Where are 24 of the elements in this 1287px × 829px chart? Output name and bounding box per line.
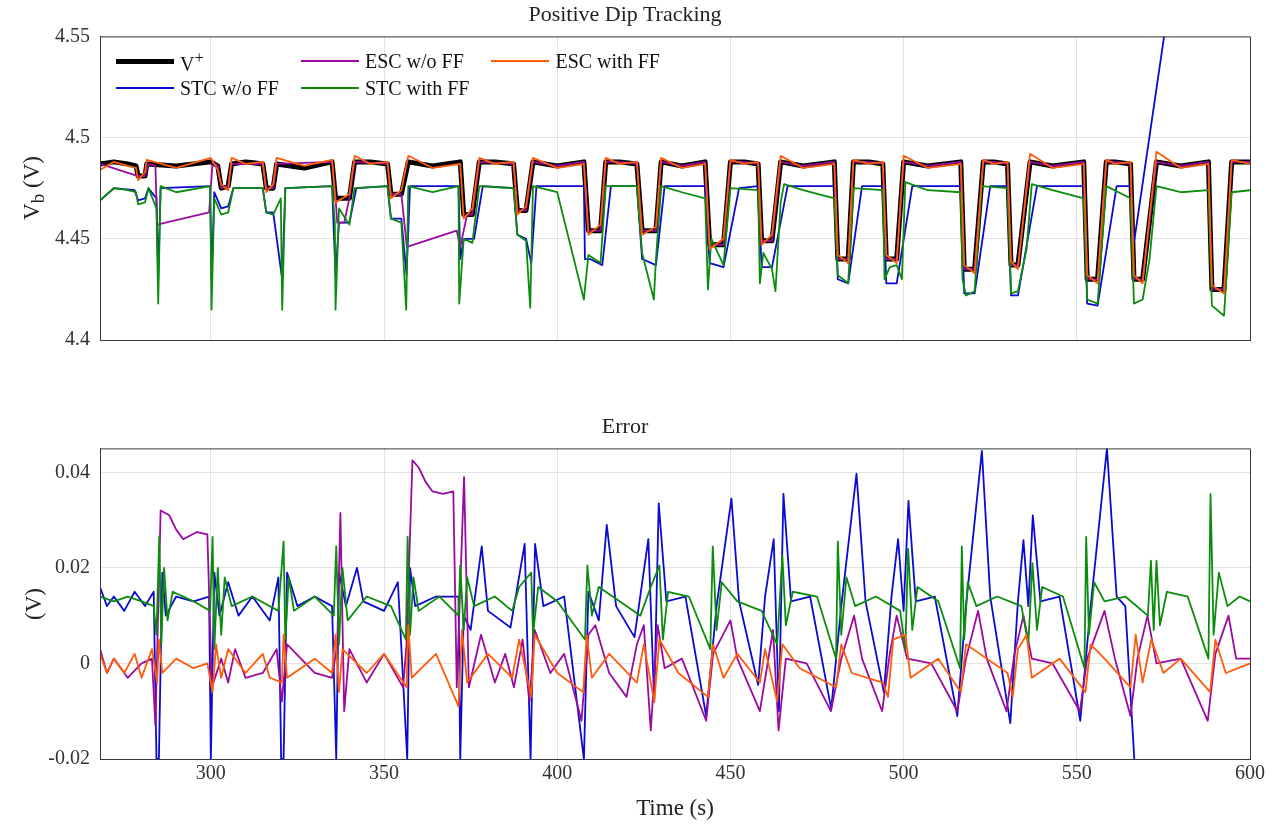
x-tick-label: 350 <box>369 761 400 784</box>
x-tick-label: 550 <box>1061 761 1092 784</box>
y-tick-label: 0.02 <box>55 555 90 578</box>
y-tick-label: 4.5 <box>65 124 90 147</box>
y-tick-label: 4.4 <box>65 327 90 350</box>
chart-title: Error <box>601 412 649 438</box>
legend-label: STC with FF <box>364 76 470 101</box>
legend-label: V$^{+}$ <box>180 47 204 77</box>
y-tick-label: 0 <box>80 650 90 673</box>
x-tick-label: 600 <box>1235 761 1265 784</box>
x-tick-label: 450 <box>715 761 746 784</box>
legend-label: ESC with FF <box>555 49 660 74</box>
x-tick-label: 300 <box>195 761 226 784</box>
legend-label: ESC w/o FF <box>364 49 464 74</box>
x-axis-title: Time (s) <box>636 795 714 821</box>
x-tick-label: 400 <box>542 761 573 784</box>
y-tick-label: 4.55 <box>55 23 90 46</box>
y-tick-label: -0.02 <box>48 746 90 769</box>
legend-label: STC w/o FF <box>180 76 279 101</box>
y-tick-label: 4.45 <box>55 226 90 249</box>
y-axis-title: (V) <box>21 587 47 620</box>
y-tick-label: 0.04 <box>55 459 90 482</box>
x-tick-label: 500 <box>888 761 919 784</box>
chart-title: Positive Dip Tracking <box>528 0 722 26</box>
